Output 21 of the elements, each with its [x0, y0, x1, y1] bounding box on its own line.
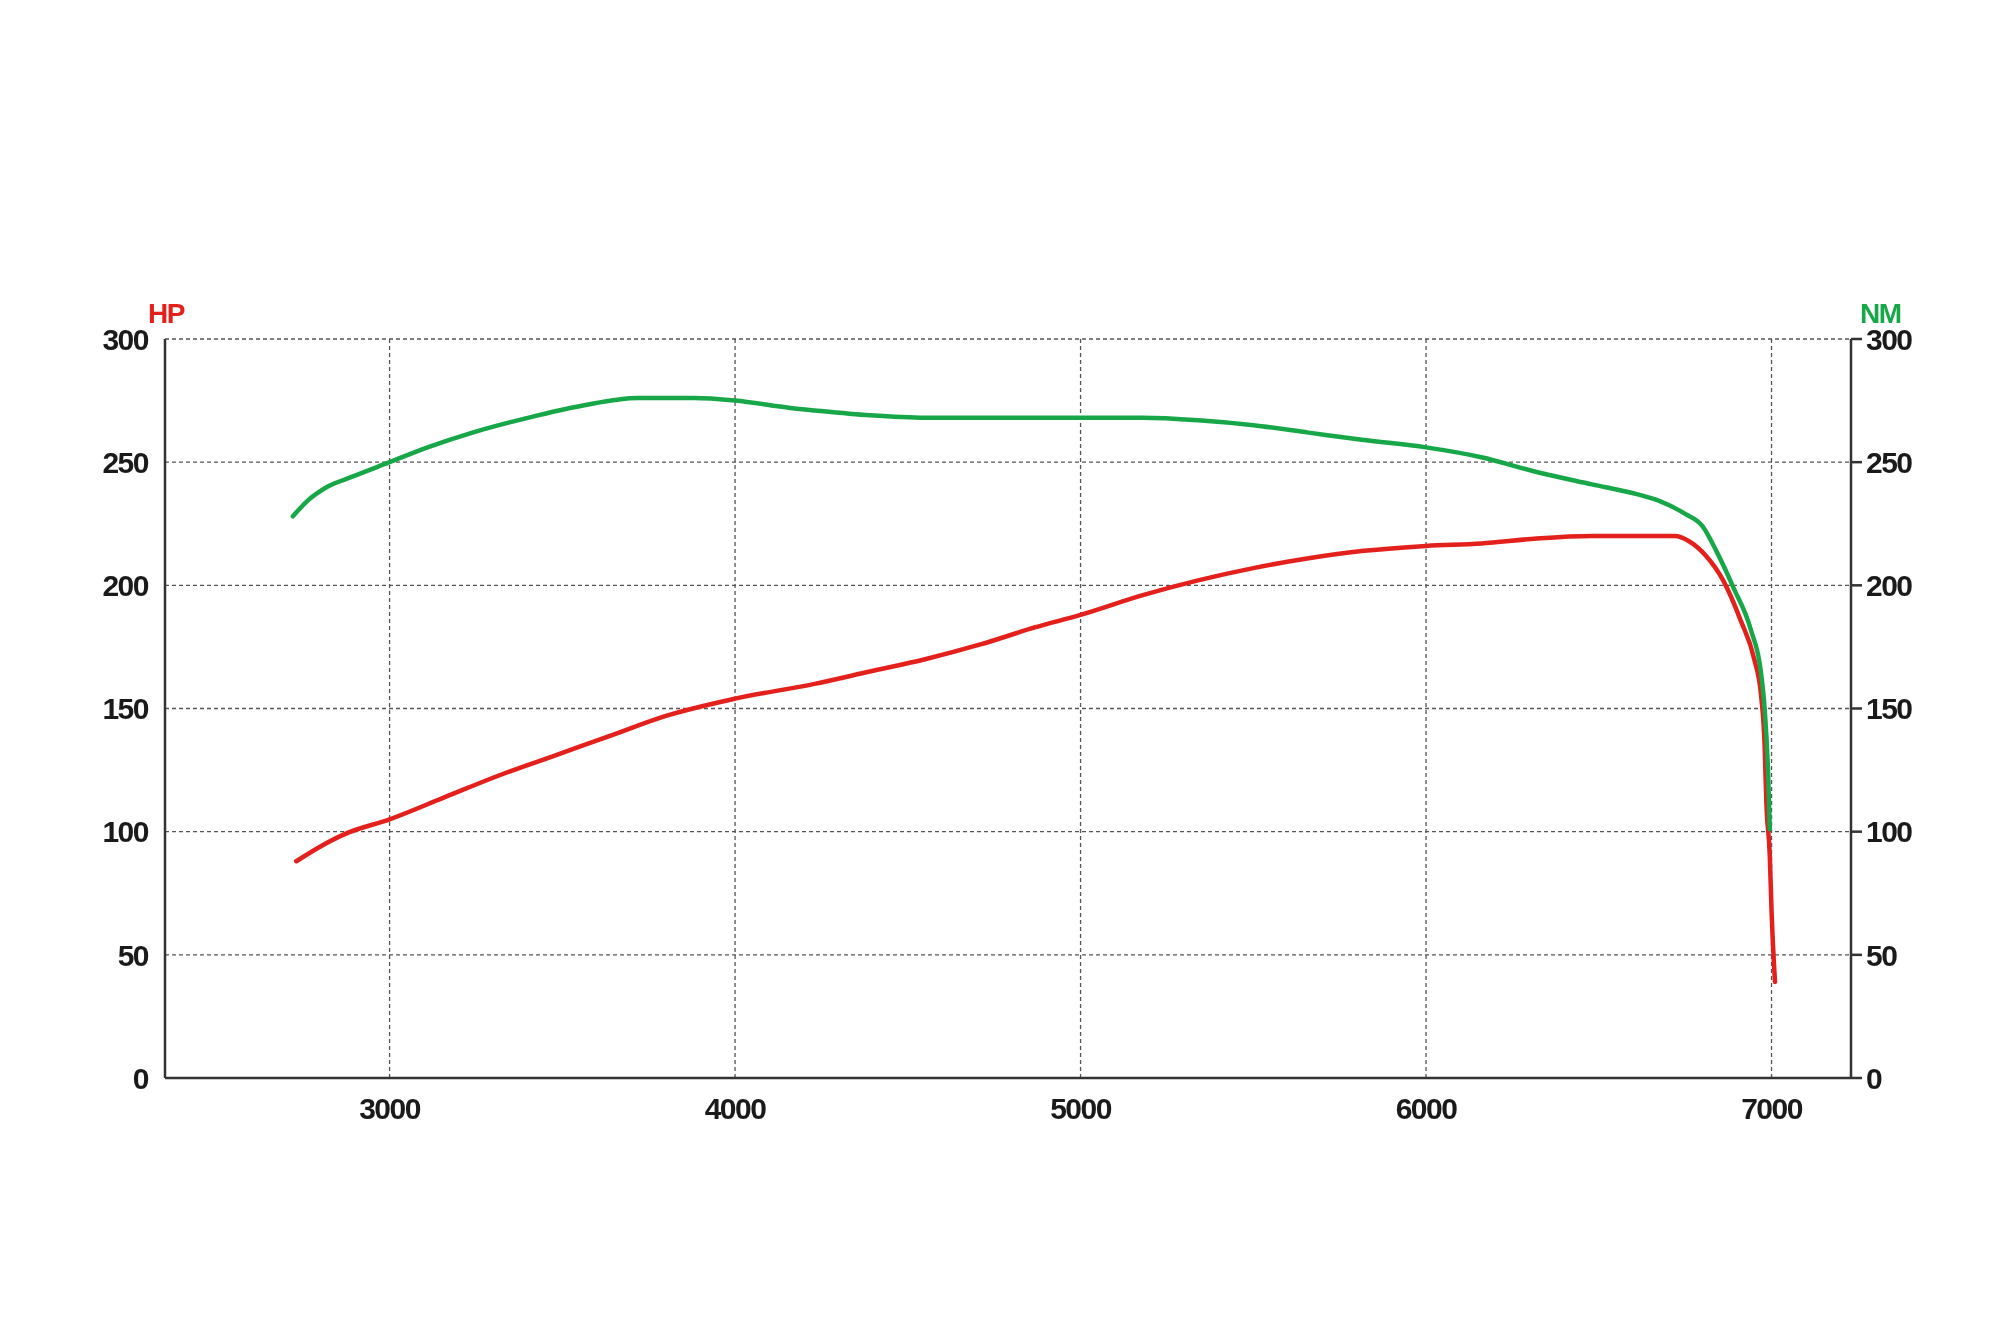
line-series	[294, 533, 1778, 985]
y-tick-label: 150	[102, 692, 149, 726]
y-axis-title: HP	[148, 298, 185, 329]
y-tick-label: 300	[102, 322, 149, 356]
x-tick-label: 4000	[704, 1092, 767, 1125]
y2-tick-label: 150	[1866, 692, 1913, 726]
y2-tick-label: 0	[1866, 1061, 1882, 1095]
y-tick-label: 50	[117, 938, 149, 972]
line-series	[290, 395, 1773, 832]
y-tick-label: 0	[132, 1061, 149, 1095]
y-tick-label: 200	[102, 569, 149, 603]
y-tick-label: 250	[102, 445, 149, 479]
y-tick-label: 100	[102, 815, 149, 849]
y2-tick-label: 200	[1866, 569, 1913, 603]
x-tick-label: 6000	[1395, 1092, 1458, 1125]
y2-tick-label: 100	[1866, 815, 1913, 849]
x-tick-label: 3000	[359, 1092, 421, 1125]
y2-tick-label: 50	[1866, 938, 1898, 972]
x-tick-label: 5000	[1050, 1092, 1112, 1125]
x-tick-label: 7000	[1741, 1092, 1803, 1125]
y2-tick-label: 250	[1866, 445, 1913, 479]
